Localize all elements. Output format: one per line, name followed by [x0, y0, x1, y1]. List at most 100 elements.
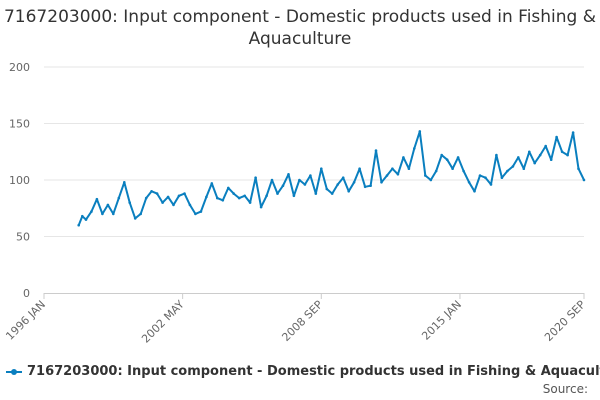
data-point[interactable] [77, 223, 80, 227]
data-point[interactable] [177, 194, 181, 198]
data-point[interactable] [528, 150, 531, 154]
data-point[interactable] [451, 167, 454, 170]
data-point[interactable] [139, 212, 142, 216]
data-point[interactable] [281, 184, 285, 187]
data-point[interactable] [166, 195, 170, 199]
data-point[interactable] [544, 144, 547, 148]
data-point[interactable] [205, 195, 208, 199]
data-point[interactable] [292, 194, 296, 198]
data-point[interactable] [325, 187, 329, 191]
data-point[interactable] [445, 158, 449, 161]
data-point[interactable] [172, 203, 175, 207]
data-point[interactable] [467, 181, 471, 184]
data-point[interactable] [571, 131, 575, 134]
data-point[interactable] [320, 167, 323, 170]
data-point[interactable] [227, 186, 230, 190]
data-point[interactable] [95, 197, 99, 201]
data-point[interactable] [254, 176, 257, 179]
data-point[interactable] [210, 182, 214, 185]
data-point[interactable] [123, 181, 126, 184]
data-point[interactable] [358, 167, 361, 170]
data-point[interactable] [577, 167, 580, 170]
data-point[interactable] [248, 201, 252, 204]
data-point[interactable] [380, 181, 383, 184]
data-point[interactable] [81, 214, 84, 218]
data-point[interactable] [265, 194, 268, 198]
data-point[interactable] [161, 201, 164, 204]
data-point[interactable] [90, 210, 93, 213]
data-point[interactable] [221, 199, 225, 202]
data-point[interactable] [402, 156, 405, 159]
data-point[interactable] [303, 183, 307, 186]
data-point[interactable] [582, 178, 586, 182]
data-point[interactable] [549, 158, 553, 161]
data-point[interactable] [566, 153, 569, 157]
data-point[interactable] [352, 181, 356, 184]
data-point[interactable] [489, 183, 493, 186]
data-point[interactable] [314, 192, 318, 195]
chart-title: 7167203000: Input component - Domestic p… [3, 7, 596, 49]
data-point[interactable] [216, 196, 219, 200]
data-point[interactable] [150, 190, 153, 193]
data-point[interactable] [106, 203, 110, 207]
data-point[interactable] [369, 184, 372, 187]
data-point[interactable] [429, 178, 433, 182]
data-point[interactable] [183, 192, 186, 195]
y-tick-label: 0 [23, 287, 30, 300]
data-point[interactable] [440, 153, 444, 157]
data-point[interactable] [506, 169, 509, 173]
data-point[interactable] [199, 210, 203, 213]
data-point[interactable] [144, 196, 148, 200]
data-point[interactable] [500, 176, 504, 179]
data-point[interactable] [473, 190, 476, 193]
data-point[interactable] [424, 174, 427, 177]
data-point[interactable] [533, 161, 536, 165]
data-point[interactable] [391, 167, 394, 170]
data-point[interactable] [270, 178, 274, 182]
data-point[interactable] [413, 147, 416, 150]
data-point[interactable] [495, 153, 498, 157]
data-point[interactable] [560, 150, 564, 154]
data-point[interactable] [538, 153, 542, 157]
data-point[interactable] [243, 194, 246, 198]
data-point[interactable] [298, 178, 301, 182]
legend[interactable]: 7167203000: Input component - Domestic p… [6, 364, 600, 379]
data-point[interactable] [84, 218, 88, 221]
data-point[interactable] [347, 190, 351, 193]
data-point[interactable] [555, 135, 558, 139]
data-point[interactable] [396, 173, 400, 176]
data-point[interactable] [128, 201, 131, 204]
data-point[interactable] [418, 130, 422, 133]
data-point[interactable] [374, 149, 378, 152]
data-point[interactable] [434, 169, 438, 173]
series-line[interactable] [77, 130, 585, 226]
data-point[interactable] [287, 173, 290, 176]
data-point[interactable] [117, 196, 121, 200]
data-point[interactable] [155, 192, 159, 195]
data-point[interactable] [112, 212, 115, 216]
data-point[interactable] [101, 212, 104, 216]
data-point[interactable] [276, 192, 279, 195]
data-point[interactable] [511, 165, 515, 168]
data-point[interactable] [456, 156, 460, 159]
data-point[interactable] [330, 192, 334, 195]
data-point[interactable] [341, 176, 345, 179]
data-point[interactable] [385, 174, 389, 177]
data-point[interactable] [522, 167, 526, 170]
data-point[interactable] [336, 183, 340, 186]
data-point[interactable] [363, 185, 367, 189]
data-point[interactable] [133, 217, 137, 220]
x-tick-label: 1996 JAN [3, 298, 48, 343]
data-point[interactable] [484, 176, 487, 179]
data-point[interactable] [309, 174, 312, 177]
data-point[interactable] [259, 205, 263, 209]
data-point[interactable] [517, 156, 520, 159]
data-point[interactable] [237, 196, 241, 200]
data-point[interactable] [194, 212, 197, 216]
data-point[interactable] [232, 192, 235, 195]
data-point[interactable] [188, 203, 192, 207]
data-point[interactable] [462, 169, 465, 173]
data-point[interactable] [407, 167, 411, 170]
data-point[interactable] [478, 174, 482, 177]
x-tick-label: 2008 SEP [279, 298, 325, 344]
